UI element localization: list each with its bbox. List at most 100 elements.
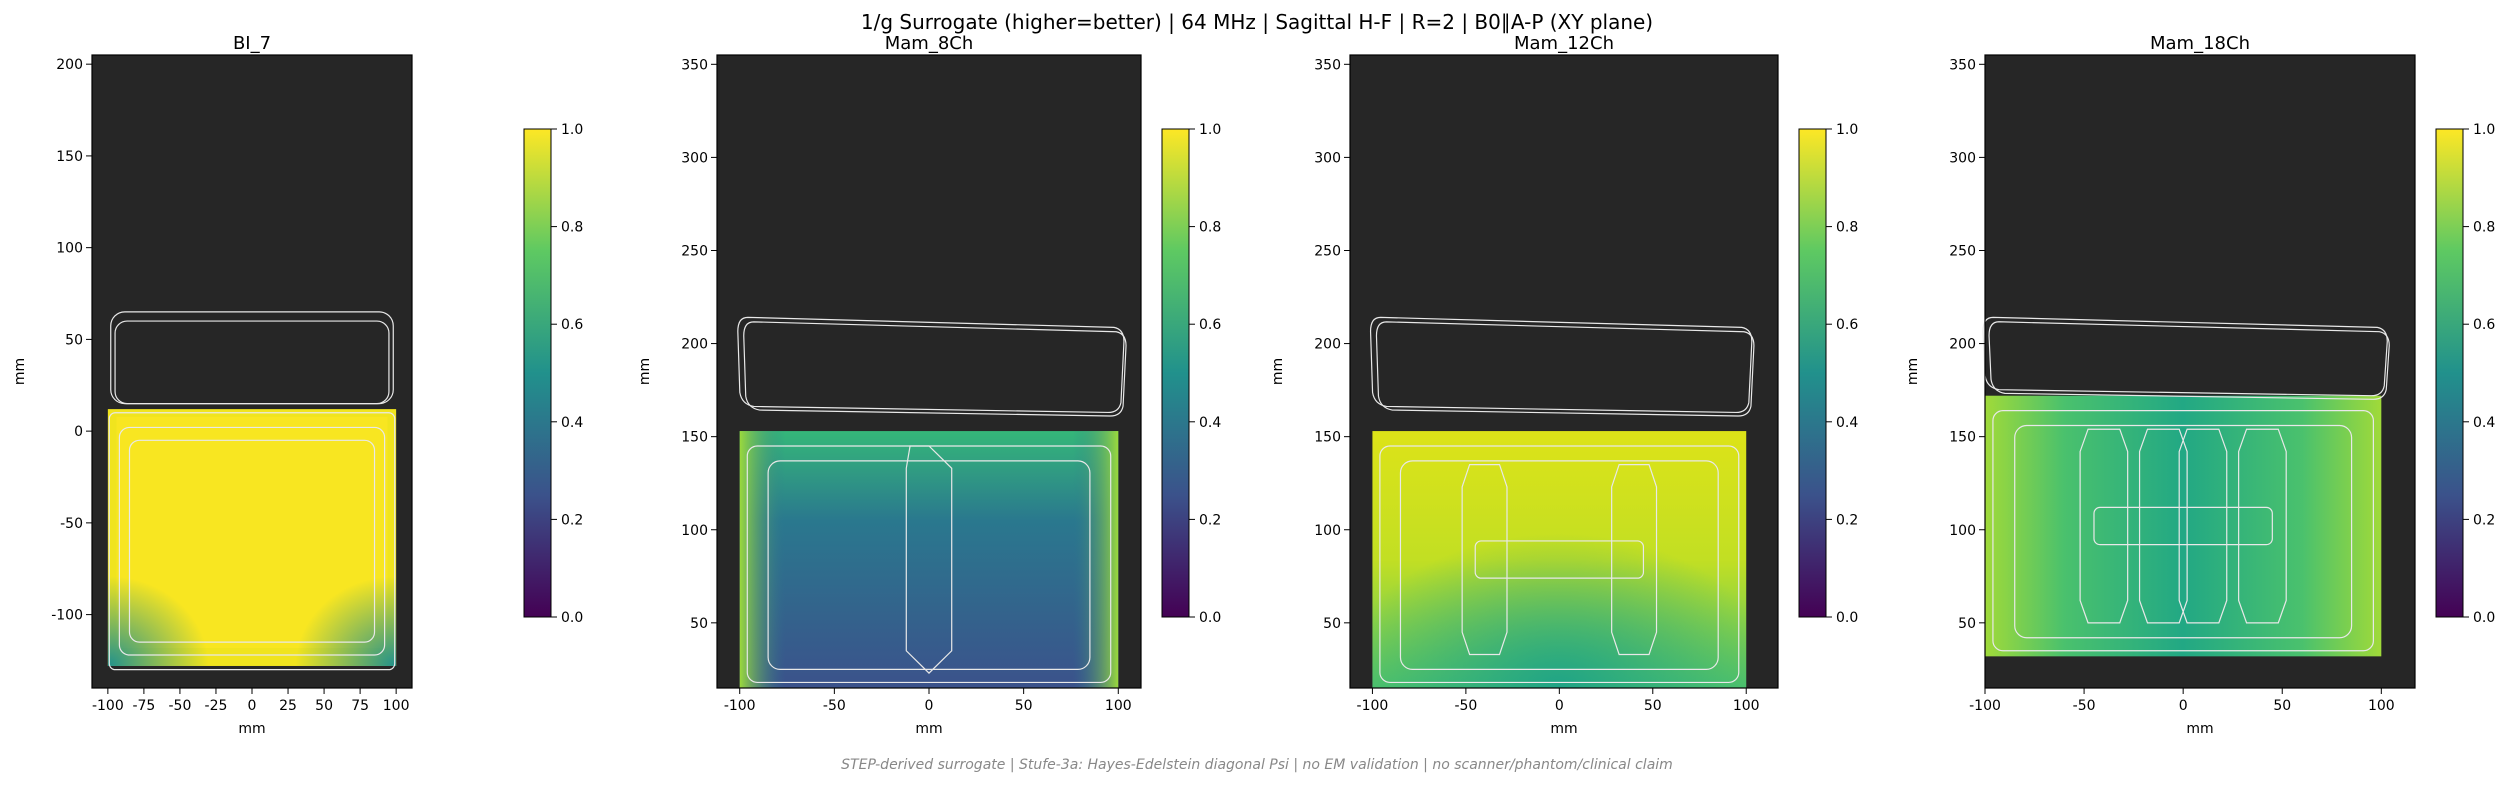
coil-housing-inner [743, 321, 1127, 417]
coil-outlines [1982, 316, 2390, 652]
x-tick-label: 100 [383, 698, 410, 714]
heatmap-bottom [1372, 431, 1747, 688]
y-tick-label: 350 [681, 57, 708, 73]
colorbar-gradient [2435, 128, 2464, 618]
y-tick-label: 150 [1949, 430, 1976, 446]
y-tick-label: 300 [681, 150, 708, 166]
x-tick-label: 0 [2179, 698, 2188, 714]
x-tick-label: 50 [2273, 698, 2291, 714]
x-tick-label: -75 [132, 698, 155, 714]
coil-loop-inner [1399, 460, 1719, 670]
coil-element-3 [2138, 428, 2188, 624]
y-axis-label: mm [1270, 358, 1286, 385]
colorbar-tick-label: 1.0 [1836, 122, 1858, 138]
x-axis-label: mm [915, 721, 942, 737]
x-tick-label: 100 [1105, 698, 1132, 714]
panel-3: Mam_12Ch -100 -50 0 50 100 50 100 150 200 250 300 35… [1270, 33, 1858, 737]
x-tick-label: 25 [279, 698, 297, 714]
y-axis-label: mm [12, 358, 28, 385]
y-tick-label: -100 [51, 608, 83, 624]
heatmap-base [1985, 395, 2382, 657]
heatmap-corner-right [107, 409, 397, 666]
colorbar-tick-label: 0.2 [1836, 512, 1858, 528]
coil-element-1 [2079, 428, 2129, 624]
x-tick-label: 0 [248, 698, 257, 714]
colorbar-tick-label: 1.0 [1199, 122, 1221, 138]
colorbar-tick-label: 0.0 [561, 610, 583, 626]
x-tick-label: -50 [823, 698, 846, 714]
colorbar-tick-label: 0.4 [1199, 415, 1221, 431]
colorbar-tick-label: 0.6 [561, 317, 583, 333]
panel-1: BI_7 -100 -75 -50 -25 0 25 50 75 100 -100 -50 0 50 100… [12, 33, 583, 737]
y-tick-label: 50 [65, 332, 83, 348]
heatmap-field [107, 409, 397, 666]
x-tick-label: 0 [925, 698, 934, 714]
colorbar-tick-label: 0.6 [2473, 317, 2495, 333]
y-tick-label: 50 [690, 616, 708, 632]
coil-element-2 [1611, 463, 1658, 656]
coil-outlines [108, 311, 396, 671]
colorbar-tick-label: 0.4 [1836, 415, 1858, 431]
y-axis-label: mm [637, 358, 653, 385]
y-tick-label: 200 [56, 57, 83, 73]
x-tick-label: -100 [92, 698, 124, 714]
panel-2: Mam_8Ch -100 -50 0 50 100 50 100 150 200 250 300 350… [637, 33, 1221, 737]
axes-frame [1349, 54, 1779, 689]
x-tick-label: 50 [1644, 698, 1662, 714]
coil-loop-outer [1992, 409, 2374, 652]
y-tick-label: 150 [1314, 430, 1341, 446]
coil-loop-inner [767, 460, 1091, 670]
colorbar: 0.0 0.2 0.4 0.6 0.8 1.0 [2435, 122, 2495, 626]
y-tick-label: 50 [1323, 616, 1341, 632]
coil-element-2 [2238, 428, 2287, 624]
x-tick-label: -50 [168, 698, 191, 714]
colorbar-tick-label: 0.2 [2473, 512, 2495, 528]
heatmap-field [1372, 431, 1747, 688]
x-tick-label: -50 [1454, 698, 1477, 714]
x-tick-label: -100 [1969, 698, 2001, 714]
y-tick-label: 300 [1314, 150, 1341, 166]
x-axis-label: mm [2186, 721, 2213, 737]
coil-housing-inner [1988, 321, 2390, 400]
x-tick-label: -50 [2073, 698, 2096, 714]
coil-housing-inner [1375, 321, 1755, 417]
panel-4: Mam_18Ch -100 -50 0 50 100 50 100 150 200 250 300 35… [1905, 33, 2495, 737]
panel-title: Mam_18Ch [2150, 33, 2250, 54]
coil-element-center [905, 445, 953, 674]
x-tick-label: 75 [351, 698, 369, 714]
y-tick-label: 100 [1949, 523, 1976, 539]
panel-title: BI_7 [233, 33, 271, 54]
coil-loop-inner [118, 426, 386, 656]
y-tick-label: 0 [74, 424, 83, 440]
coil-loop-inner [2014, 424, 2353, 639]
y-tick-label: 350 [1314, 57, 1341, 73]
x-tick-label: 100 [1733, 698, 1760, 714]
heatmap-field [1985, 395, 2382, 657]
y-tick-label: 100 [56, 241, 83, 257]
figure-footnote: STEP-derived surrogate | Stufe-3a: Hayes… [841, 757, 1673, 773]
colorbar: 0.0 0.2 0.4 0.6 0.8 1.0 [1798, 122, 1858, 626]
colorbar-tick-label: 1.0 [561, 122, 583, 138]
y-tick-label: 150 [681, 430, 708, 446]
colorbar-tick-label: 0.6 [1836, 317, 1858, 333]
coil-element-4 [2178, 428, 2228, 624]
x-tick-label: -100 [724, 698, 756, 714]
x-tick-label: 0 [1555, 698, 1564, 714]
coil-outlines [1369, 316, 1755, 684]
x-tick-label: -100 [1357, 698, 1389, 714]
coil-loop-outer [108, 412, 396, 671]
x-tick-label: -25 [205, 698, 228, 714]
coil-loop-outer [1379, 445, 1740, 684]
colorbar-tick-label: 0.8 [561, 220, 583, 236]
axes-frame [1984, 54, 2416, 689]
y-tick-label: 100 [1314, 523, 1341, 539]
y-tick-label: 350 [1949, 57, 1976, 73]
coil-element-horizontal [2093, 506, 2273, 546]
colorbar-gradient [523, 128, 552, 618]
coil-element-horizontal [1474, 540, 1645, 579]
colorbar-tick-label: 0.0 [2473, 610, 2495, 626]
y-tick-label: 250 [681, 243, 708, 259]
colorbar-gradient [1798, 128, 1827, 618]
x-tick-label: 50 [315, 698, 333, 714]
